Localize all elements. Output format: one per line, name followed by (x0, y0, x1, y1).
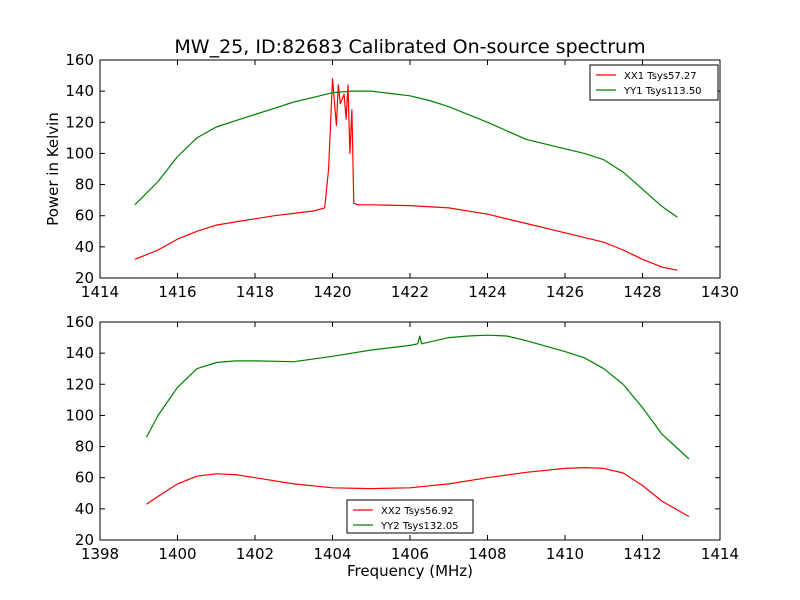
top-legend-label-1: YY1 Tsys113.50 (623, 86, 702, 97)
bottom-xtick-label: 1404 (313, 545, 351, 563)
top-legend-label-0: XX1 Tsys57.27 (624, 71, 697, 82)
bottom-series-line-1 (145, 334, 690, 460)
top-xtick-label: 1414 (81, 283, 119, 301)
chart-bottom: Frequency (MHz) 1398 1400 1402 1404 1406 1408… (65, 313, 739, 580)
bottom-xtick-label: 1414 (701, 545, 739, 563)
bottom-xtick-label: 1400 (158, 545, 196, 563)
bottom-ytick-label: 160 (65, 313, 94, 331)
top-ytick-label: 20 (75, 269, 94, 287)
top-ytick-label: 60 (75, 207, 94, 225)
top-xtick-label: 1424 (468, 283, 506, 301)
bottom-xtick-label: 1398 (81, 545, 119, 563)
top-xtick-label: 1430 (701, 283, 739, 301)
top-ytick-label: 80 (75, 176, 94, 194)
bottom-xtick-label: 1402 (236, 545, 274, 563)
chart-top: MW_25, ID:82683 Calibrated On-source spe… (44, 36, 739, 301)
chart-top-title: MW_25, ID:82683 Calibrated On-source spe… (174, 36, 645, 58)
bottom-legend-label-0: XX2 Tsys56.92 (381, 506, 454, 517)
bottom-series-line-0 (146, 467, 690, 518)
bottom-ytick-label: 40 (75, 500, 94, 518)
bottom-ytick-label: 140 (65, 344, 94, 362)
top-xtick-label: 1422 (391, 283, 429, 301)
bottom-xtick-label: 1410 (546, 545, 584, 563)
top-ytick-label: 160 (65, 51, 94, 69)
bottom-legend-box (346, 499, 474, 534)
top-legend-box (589, 64, 719, 101)
chart-top-plot-area: 1414 1416 1418 1420 1422 1424 1426 1428 1430 20 40… (65, 51, 739, 301)
top-xtick-label: 1426 (546, 283, 584, 301)
bottom-legend: XX2 Tsys56.92 YY2 Tsys132.05 (346, 499, 474, 534)
bottom-ytick-label: 100 (65, 406, 94, 424)
bottom-ytick-label: 120 (65, 375, 94, 393)
top-ytick-label: 140 (65, 82, 94, 100)
top-ytick-label: 100 (65, 144, 94, 162)
bottom-xtick-label: 1406 (391, 545, 429, 563)
top-ytick-label: 120 (65, 113, 94, 131)
top-series-line-1 (134, 90, 678, 218)
bottom-ytick-label: 60 (75, 469, 94, 487)
top-series-line-0 (134, 78, 678, 271)
top-ytick-label: 40 (75, 238, 94, 256)
top-xtick-label: 1420 (313, 283, 351, 301)
bottom-ytick-label: 20 (75, 531, 94, 549)
top-legend: XX1 Tsys57.27 YY1 Tsys113.50 (589, 64, 719, 101)
bottom-xtick-label: 1412 (623, 545, 661, 563)
top-xtick-label: 1416 (158, 283, 196, 301)
chart-bottom-plot-area: 1398 1400 1402 1404 1406 1408 1410 1412 1414 20 40… (65, 313, 739, 563)
top-xtick-label: 1428 (623, 283, 661, 301)
chart-top-ylabel: Power in Kelvin (44, 112, 62, 226)
top-xtick-label: 1418 (236, 283, 274, 301)
chart-bottom-xlabel: Frequency (MHz) (347, 562, 473, 580)
bottom-xtick-label: 1408 (468, 545, 506, 563)
bottom-ytick-label: 80 (75, 438, 94, 456)
bottom-legend-label-1: YY2 Tsys132.05 (380, 521, 459, 532)
